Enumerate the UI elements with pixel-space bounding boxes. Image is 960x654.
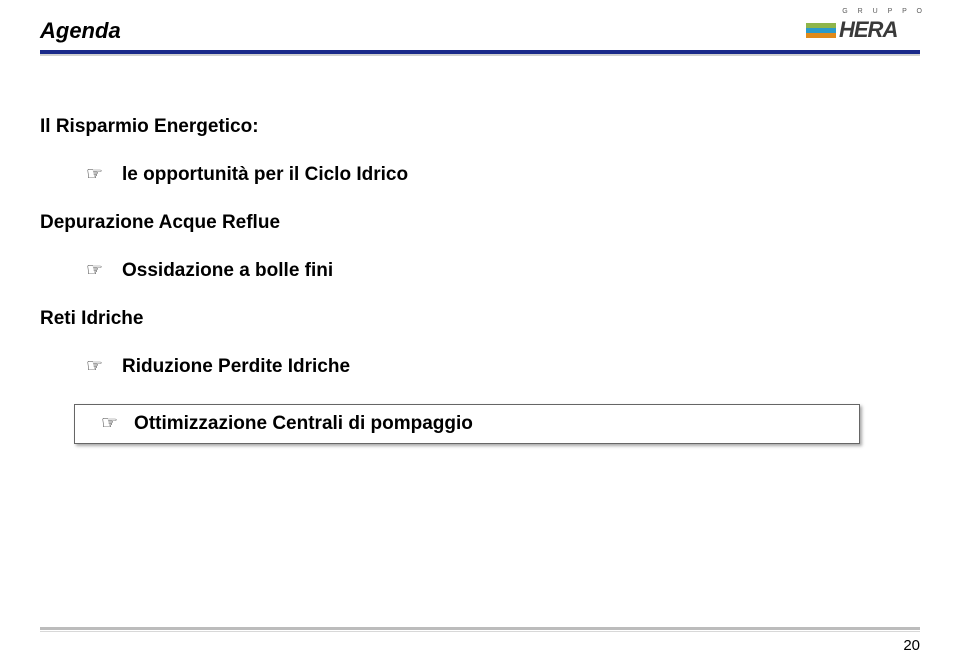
brand-logo: G R U P P O HERA — [806, 8, 926, 43]
page-number: 20 — [903, 637, 920, 654]
hand-icon: ☞ — [86, 165, 106, 184]
ossidazione-text: Ossidazione a bolle fini — [122, 260, 333, 282]
riduzione-bullet: ☞ Riduzione Perdite Idriche — [86, 356, 920, 378]
slide-header: Agenda G R U P P O HERA — [0, 0, 960, 56]
logo-top-label: G R U P P O — [806, 8, 926, 15]
logo-stripe-3 — [806, 33, 836, 38]
riduzione-text: Riduzione Perdite Idriche — [122, 356, 350, 378]
reti-heading: Reti Idriche — [40, 308, 920, 330]
footer-rule-thin — [40, 631, 920, 632]
hand-icon: ☞ — [101, 414, 118, 433]
footer-rule — [40, 627, 920, 630]
ossidazione-bullet: ☞ Ossidazione a bolle fini — [86, 260, 920, 282]
slide-footer: 20 — [40, 627, 920, 632]
opportunity-bullet: ☞ le opportunità per il Ciclo Idrico — [86, 164, 920, 186]
hand-icon: ☞ — [86, 357, 106, 376]
header-rule — [40, 50, 920, 56]
logo-stripe-icon — [806, 23, 836, 38]
logo-brand-text: HERA — [839, 17, 897, 43]
slide-content: Il Risparmio Energetico: ☞ le opportunit… — [0, 56, 960, 444]
main-heading: Il Risparmio Energetico: — [40, 116, 920, 138]
depurazione-heading: Depurazione Acque Reflue — [40, 212, 920, 234]
hand-icon: ☞ — [86, 261, 106, 280]
highlighted-box: ☞ Ottimizzazione Centrali di pompaggio — [74, 404, 860, 444]
logo-row: HERA — [806, 17, 926, 43]
slide-title: Agenda — [40, 18, 920, 44]
boxed-text: Ottimizzazione Centrali di pompaggio — [134, 413, 473, 435]
header-rule-gray — [40, 54, 920, 56]
opportunity-text: le opportunità per il Ciclo Idrico — [122, 164, 408, 186]
